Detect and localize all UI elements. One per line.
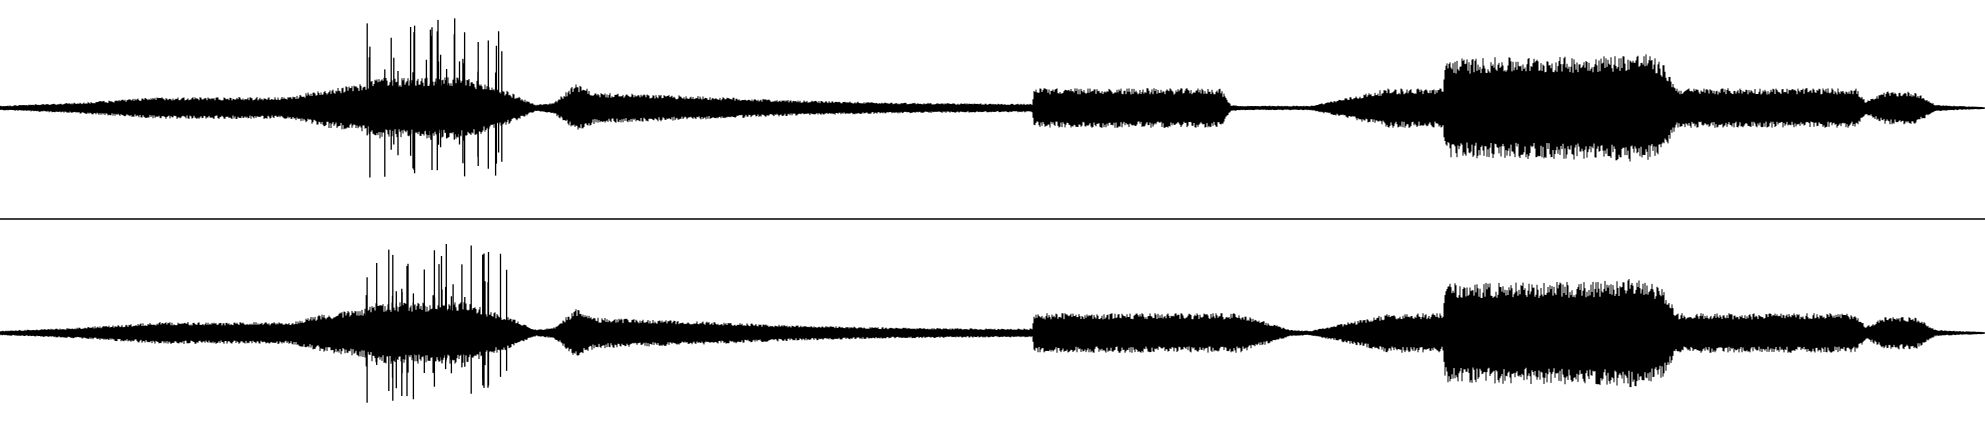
- transient-spikes: [366, 18, 503, 178]
- channel-0-waveform[interactable]: [0, 18, 1985, 178]
- waveform-body: [0, 54, 1985, 162]
- channel-1-waveform[interactable]: [0, 244, 1985, 403]
- transient-spikes: [365, 244, 508, 403]
- waveform-body: [0, 279, 1985, 388]
